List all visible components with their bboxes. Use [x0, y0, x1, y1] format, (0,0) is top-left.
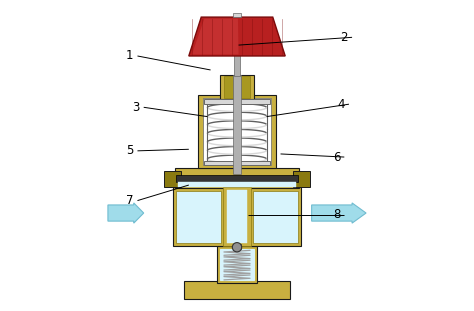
Bar — [234, 45, 240, 76]
Text: 8: 8 — [333, 208, 340, 221]
Bar — [198, 95, 276, 168]
Text: 3: 3 — [132, 101, 140, 114]
Bar — [204, 161, 270, 165]
Bar — [176, 191, 221, 243]
Polygon shape — [192, 19, 238, 54]
Bar — [184, 281, 290, 299]
Bar — [293, 171, 310, 187]
Bar — [217, 246, 257, 283]
Bar — [233, 13, 241, 17]
Circle shape — [232, 243, 242, 252]
Bar — [164, 171, 181, 187]
Bar — [176, 175, 298, 182]
Bar — [227, 190, 247, 243]
Bar — [220, 75, 254, 99]
Bar — [178, 182, 296, 187]
Text: 2: 2 — [340, 31, 348, 44]
FancyArrow shape — [311, 203, 366, 223]
Bar — [175, 168, 299, 188]
FancyArrow shape — [108, 203, 144, 223]
Bar — [173, 187, 301, 246]
Polygon shape — [189, 17, 285, 56]
Bar — [233, 244, 241, 249]
Text: 7: 7 — [126, 194, 134, 207]
Text: 5: 5 — [126, 144, 133, 157]
Text: 4: 4 — [337, 98, 345, 111]
Bar — [233, 75, 241, 174]
Text: 6: 6 — [333, 151, 340, 164]
Bar — [253, 191, 298, 243]
Bar — [220, 249, 254, 280]
Bar — [224, 76, 250, 98]
Bar — [223, 187, 251, 246]
Bar — [204, 99, 270, 104]
Bar — [203, 98, 271, 165]
Text: 1: 1 — [126, 49, 134, 63]
